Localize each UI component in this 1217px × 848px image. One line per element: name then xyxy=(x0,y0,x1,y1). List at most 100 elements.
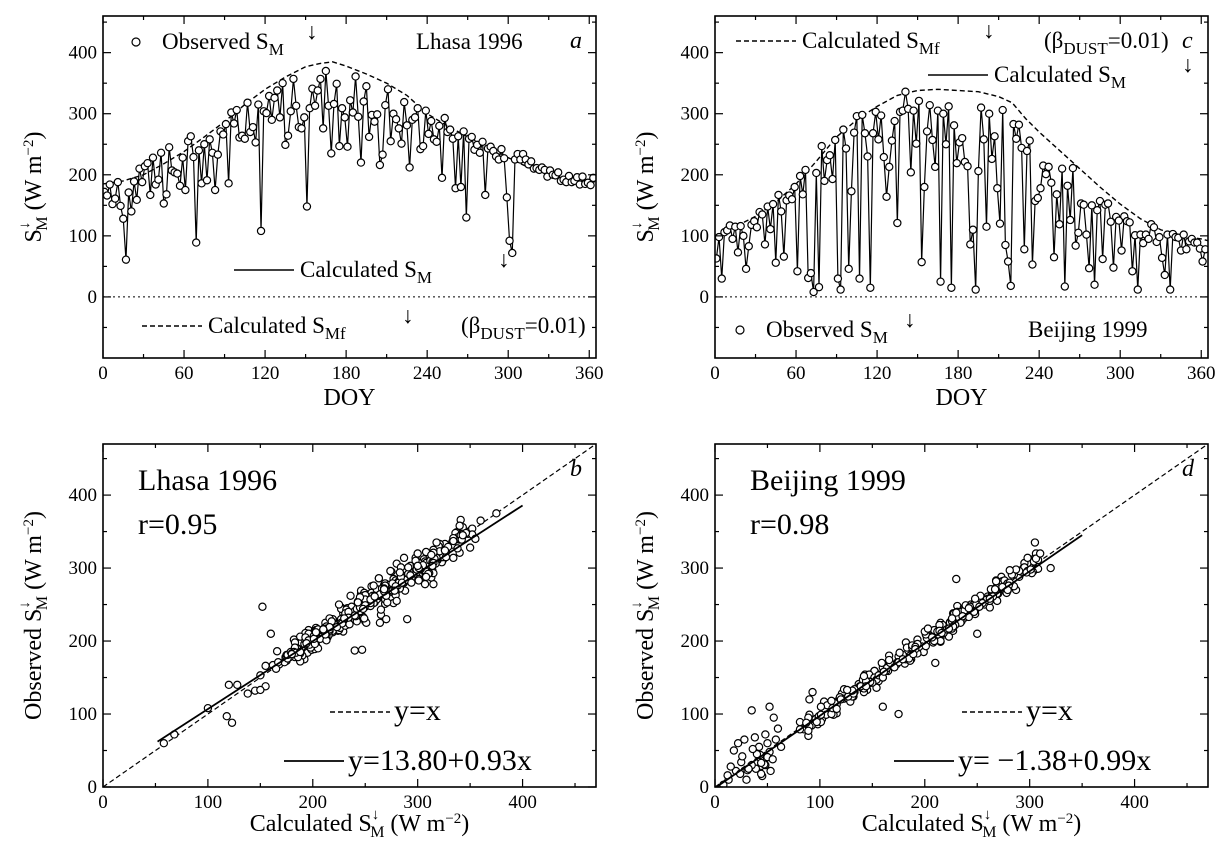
scatter-point xyxy=(227,718,237,727)
observed-point xyxy=(890,116,899,126)
observed-point xyxy=(963,162,972,171)
scatter-point xyxy=(771,735,781,744)
fit-line xyxy=(157,504,524,743)
scatter-point xyxy=(832,704,841,714)
observed-point xyxy=(343,142,352,151)
observed-point xyxy=(858,110,867,120)
scatter-point xyxy=(455,521,464,530)
observed-point xyxy=(435,121,444,131)
observed-point xyxy=(1093,206,1102,215)
observed-point xyxy=(394,124,403,133)
observed-point xyxy=(976,103,986,112)
scatter-point xyxy=(476,516,485,525)
y-tick-label: 0 xyxy=(700,287,710,308)
scatter-point xyxy=(878,702,888,711)
observed-point xyxy=(332,79,341,88)
scatter-point xyxy=(243,689,252,698)
observed-point xyxy=(178,153,187,162)
scatter-point xyxy=(842,685,852,695)
observed-point xyxy=(186,132,195,141)
observed-point xyxy=(758,210,767,219)
observed-point xyxy=(809,287,818,297)
panel-b: 0 100 200 300 400 0 100 200 300 400 Calculated S↓ M… xyxy=(17,443,597,841)
observed-point xyxy=(1047,178,1056,187)
observed-point xyxy=(1179,230,1188,239)
scatter-point xyxy=(159,739,169,748)
observed-point xyxy=(1071,241,1080,250)
y-tick-label: 200 xyxy=(69,165,98,186)
scatter-point xyxy=(970,594,980,603)
observed-point xyxy=(313,86,322,95)
scatter-point xyxy=(733,739,743,748)
panel-a: 0 60 120 180 240 300 360 0 100 200 300 400 DOY S↓M (W… xyxy=(17,15,603,411)
observed-point xyxy=(1082,230,1091,239)
observed-point xyxy=(771,258,780,267)
observed-point xyxy=(874,135,883,144)
observed-point xyxy=(1087,201,1097,210)
observed-point xyxy=(124,188,133,197)
observed-point xyxy=(866,283,875,292)
observed-point xyxy=(462,213,471,222)
observed-point xyxy=(1044,162,1053,172)
observed-point xyxy=(383,85,393,94)
scatter-point xyxy=(261,661,270,671)
observed-point xyxy=(146,190,155,200)
y-tick-label: 300 xyxy=(69,104,98,125)
observed-point xyxy=(194,146,204,155)
observed-point xyxy=(205,135,214,144)
observed-point xyxy=(952,158,961,168)
y-axis-title: S↓M (W m−2) xyxy=(629,132,663,243)
observed-point xyxy=(728,234,737,244)
scatter-point xyxy=(750,733,760,742)
legend-fit: y=13.80+0.93x xyxy=(348,744,532,777)
x-tick-label: 120 xyxy=(863,363,892,384)
observed-point xyxy=(1109,263,1118,272)
observed-point xyxy=(806,268,816,278)
observed-point xyxy=(736,221,745,231)
y-axis-title: Observed S↓M (W m−2) xyxy=(17,511,51,720)
observed-point xyxy=(119,214,128,223)
observed-point xyxy=(787,195,797,204)
legend-clear: Calculated SMf xyxy=(208,313,346,343)
scatter-point xyxy=(808,687,817,697)
observed-point xyxy=(733,248,743,257)
observed-point xyxy=(879,152,889,162)
x-tick-label: 240 xyxy=(413,363,442,384)
observed-point xyxy=(251,138,260,147)
observed-point xyxy=(831,135,840,145)
observed-point xyxy=(286,107,295,116)
observed-point xyxy=(289,74,298,84)
x-tick-label: 240 xyxy=(1025,363,1054,384)
axes-frame-a xyxy=(102,15,597,359)
panel-letter: d xyxy=(1182,456,1195,482)
observed-point xyxy=(828,174,837,184)
observed-point xyxy=(224,179,233,188)
x-axis-title: Calculated S↓ M (W m−2) xyxy=(862,807,1082,841)
observed-point xyxy=(793,267,802,276)
scatter-point xyxy=(350,646,359,655)
scatter-point xyxy=(404,563,413,572)
observed-point xyxy=(1160,270,1169,280)
legend-fit: y= −1.38+0.99x xyxy=(958,744,1151,777)
observed-point xyxy=(405,163,414,172)
observed-point xyxy=(505,236,514,245)
scatter-point xyxy=(895,648,904,657)
y-tick-label: 400 xyxy=(681,43,710,64)
observed-point xyxy=(841,144,851,153)
observed-point xyxy=(1114,216,1124,225)
scatter-point xyxy=(748,744,757,754)
x-tick-label: 100 xyxy=(806,792,835,813)
observed-point xyxy=(812,168,821,178)
legend-observed: Observed SM xyxy=(162,29,284,59)
observed-point xyxy=(418,141,428,151)
scatter-point xyxy=(768,755,777,764)
x-axis-title: DOY xyxy=(324,385,376,411)
observed-point xyxy=(356,158,366,167)
observed-point xyxy=(335,141,344,151)
observed-point xyxy=(1055,220,1064,229)
observed-point xyxy=(971,285,980,294)
observed-point xyxy=(752,223,762,232)
observed-point xyxy=(1074,228,1083,238)
observed-point xyxy=(1063,181,1072,190)
observed-point xyxy=(1138,238,1148,248)
